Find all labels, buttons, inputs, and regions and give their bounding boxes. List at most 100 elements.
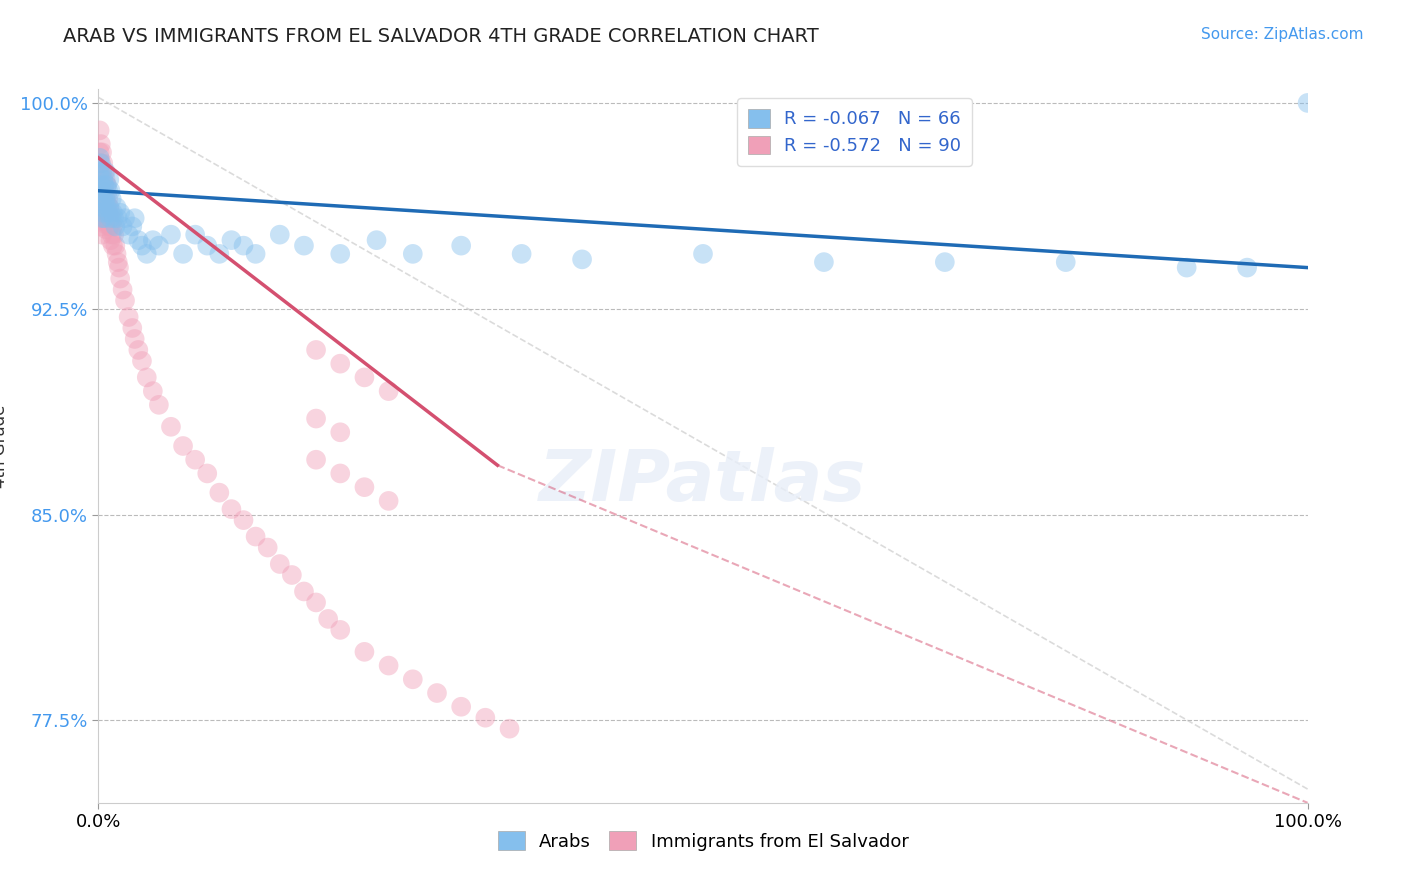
Point [89, 123, 111, 137]
Point [148, 238, 170, 252]
Point [100, 184, 122, 198]
Point [97, 205, 120, 219]
Point [93, 217, 115, 231]
Point [195, 238, 218, 252]
Point [353, 645, 375, 659]
Point [498, 722, 520, 736]
Point [91, 184, 114, 198]
Point [103, 227, 125, 242]
Point [208, 485, 231, 500]
Point [97, 211, 120, 226]
Point [160, 419, 183, 434]
Point [90, 178, 112, 193]
Point [94, 205, 117, 219]
Point [94, 164, 117, 178]
Point [184, 452, 207, 467]
Point [256, 541, 278, 555]
Point [100, 233, 122, 247]
Point [100, 211, 122, 226]
Point [118, 310, 141, 324]
Text: ZIPatlas: ZIPatlas [540, 447, 866, 516]
Point [353, 480, 375, 494]
Point [118, 227, 141, 242]
Point [91, 227, 114, 242]
Point [108, 271, 131, 285]
Point [934, 255, 956, 269]
Point [90, 137, 112, 152]
Point [1175, 260, 1198, 275]
Point [97, 192, 120, 206]
Point [127, 233, 149, 247]
Point [269, 227, 291, 242]
Point [402, 673, 425, 687]
Point [281, 568, 304, 582]
Point [114, 293, 136, 308]
Point [103, 211, 125, 226]
Point [90, 192, 112, 206]
Point [98, 173, 121, 187]
Point [91, 164, 114, 178]
Point [353, 370, 375, 384]
Point [89, 184, 111, 198]
Point [316, 612, 339, 626]
Point [105, 200, 128, 214]
Point [195, 467, 218, 481]
Point [510, 247, 533, 261]
Point [245, 247, 267, 261]
Point [426, 686, 449, 700]
Point [292, 238, 315, 252]
Point [94, 192, 117, 206]
Point [148, 398, 170, 412]
Point [1054, 255, 1077, 269]
Point [89, 145, 111, 160]
Point [96, 178, 118, 193]
Point [91, 200, 114, 214]
Point [292, 584, 315, 599]
Point [107, 211, 129, 226]
Point [91, 184, 114, 198]
Point [402, 247, 425, 261]
Point [450, 699, 472, 714]
Point [90, 205, 112, 219]
Point [91, 189, 114, 203]
Point [89, 184, 111, 198]
Point [90, 189, 112, 203]
Point [94, 173, 117, 187]
Point [232, 238, 254, 252]
Point [450, 238, 472, 252]
Point [366, 233, 388, 247]
Point [105, 247, 128, 261]
Text: ARAB VS IMMIGRANTS FROM EL SALVADOR 4TH GRADE CORRELATION CHART: ARAB VS IMMIGRANTS FROM EL SALVADOR 4TH … [63, 27, 820, 45]
Point [101, 238, 124, 252]
Point [98, 219, 121, 234]
Point [96, 214, 118, 228]
Point [377, 658, 399, 673]
Point [131, 354, 153, 368]
Text: Source: ZipAtlas.com: Source: ZipAtlas.com [1201, 27, 1364, 42]
Point [692, 247, 714, 261]
Point [329, 357, 352, 371]
Point [104, 219, 127, 234]
Point [93, 184, 115, 198]
Point [121, 219, 143, 234]
Point [131, 238, 153, 252]
Point [104, 238, 127, 252]
Point [93, 211, 115, 226]
Point [96, 197, 118, 211]
Point [91, 156, 114, 170]
Point [124, 332, 146, 346]
Point [91, 211, 114, 226]
Point [94, 192, 117, 206]
Point [90, 219, 112, 234]
Point [100, 227, 122, 242]
Point [100, 219, 122, 234]
Point [221, 233, 243, 247]
Point [91, 200, 114, 214]
Point [329, 247, 352, 261]
Point [89, 151, 111, 165]
Point [111, 219, 134, 234]
Point [91, 211, 114, 226]
Point [142, 233, 165, 247]
Point [121, 321, 143, 335]
Point [91, 214, 114, 228]
